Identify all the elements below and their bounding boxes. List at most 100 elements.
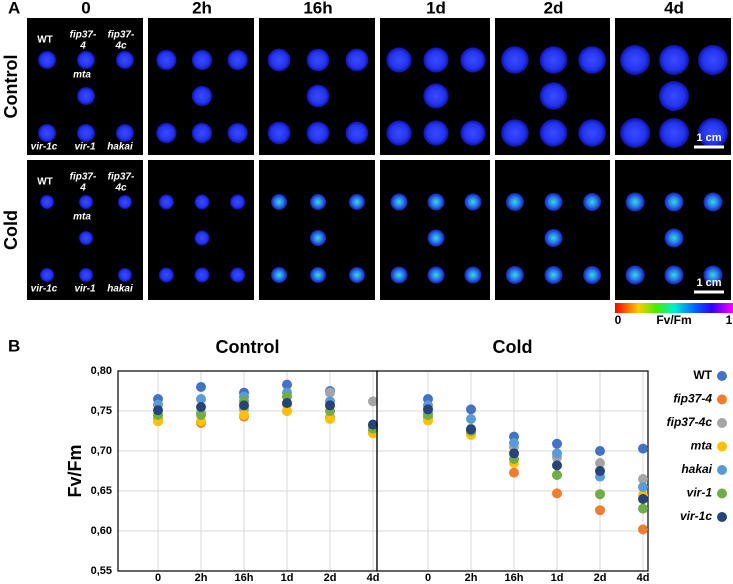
x-tick-label: 4d [367, 572, 380, 584]
data-point [638, 524, 648, 535]
rosette [156, 122, 177, 144]
chart-title: Cold [493, 337, 533, 357]
rosette [578, 119, 606, 147]
legend-swatch [717, 441, 727, 452]
rosette [505, 193, 524, 211]
time-label: 4d [664, 0, 684, 17]
data-point [196, 394, 206, 404]
rosette [38, 124, 57, 142]
rosette [306, 48, 330, 72]
y-tick-label: 0,75 [91, 405, 112, 417]
rosette [191, 85, 213, 107]
colorbar-label: Fv/Fm [656, 313, 691, 327]
rosette [230, 267, 246, 283]
rosette [505, 266, 524, 284]
genotype-label: mta [73, 70, 91, 81]
rosette [697, 118, 728, 148]
genotype-label: fip37- [70, 172, 97, 183]
rosette [115, 124, 134, 142]
rosette [158, 194, 174, 210]
rosette [578, 46, 606, 74]
data-point [638, 503, 648, 514]
chart-title: Control [216, 337, 280, 357]
rosette [386, 120, 412, 146]
x-tick-label: 4d [637, 572, 650, 584]
rosette [544, 229, 563, 247]
data-point [239, 400, 249, 411]
data-point [153, 405, 163, 416]
rosette [583, 193, 602, 211]
rosette [697, 45, 728, 75]
rosette [306, 84, 330, 108]
rosette [345, 121, 369, 145]
data-point [282, 398, 292, 408]
data-point [595, 489, 605, 500]
data-point [196, 402, 206, 412]
rosette [464, 266, 482, 284]
x-tick-label: 2h [465, 572, 478, 584]
time-label: 16h [303, 0, 332, 17]
y-tick-label: 0,60 [91, 525, 112, 537]
rosette [620, 118, 651, 148]
y-tick-label: 0,65 [91, 485, 112, 497]
data-point [423, 404, 433, 415]
rosette [194, 267, 210, 283]
data-point [368, 396, 378, 407]
data-point [325, 414, 335, 424]
rosette [386, 47, 412, 73]
time-label: 2h [192, 0, 212, 17]
data-point [638, 474, 648, 484]
rosette [310, 267, 326, 283]
rosette [544, 193, 563, 211]
rosette [267, 48, 291, 72]
x-tick-label: 1d [281, 572, 294, 584]
genotype-label: fip37- [70, 30, 97, 41]
rosette [427, 229, 445, 247]
legend-label: mta [691, 439, 713, 453]
rosette [117, 268, 132, 282]
data-point [282, 379, 292, 390]
rosette [423, 120, 449, 146]
x-tick-label: 2h [195, 572, 208, 584]
rosette [156, 49, 177, 71]
scale-bar-label: 1 cm [696, 277, 721, 289]
rosette [544, 266, 563, 284]
rosette [703, 192, 723, 212]
rosette [38, 51, 57, 69]
data-point [552, 460, 562, 471]
rosette [390, 193, 408, 211]
x-tick-label: 2d [594, 572, 607, 584]
x-tick-label: 0 [155, 572, 161, 584]
colorbar-min: 0 [615, 313, 622, 327]
data-point [325, 400, 335, 411]
rosette [79, 268, 93, 282]
time-label: 2d [544, 0, 564, 17]
data-point [595, 505, 605, 516]
colorbar-max: 1 [726, 313, 733, 327]
data-point [638, 482, 648, 492]
rosette [227, 122, 248, 144]
data-point [552, 448, 562, 459]
rosette [460, 120, 486, 146]
data-point [595, 466, 605, 476]
rosette [659, 81, 689, 111]
rosette [194, 230, 210, 246]
y-tick-label: 0,80 [91, 365, 112, 377]
data-point [595, 446, 605, 456]
rosette [664, 228, 684, 248]
legend-swatch [717, 371, 727, 381]
panel-label: B [8, 336, 20, 355]
x-tick-label: 1d [551, 572, 564, 584]
data-point [552, 488, 562, 499]
rosette [230, 194, 246, 210]
data-point [509, 448, 519, 459]
data-point [552, 470, 562, 480]
genotype-label: vir-1 [74, 284, 96, 295]
rosette [539, 119, 568, 147]
legend-swatch [717, 418, 727, 428]
data-point [466, 414, 476, 424]
rosette [345, 48, 369, 72]
rosette [464, 193, 482, 211]
rosette [191, 122, 213, 144]
rosette [158, 267, 174, 283]
